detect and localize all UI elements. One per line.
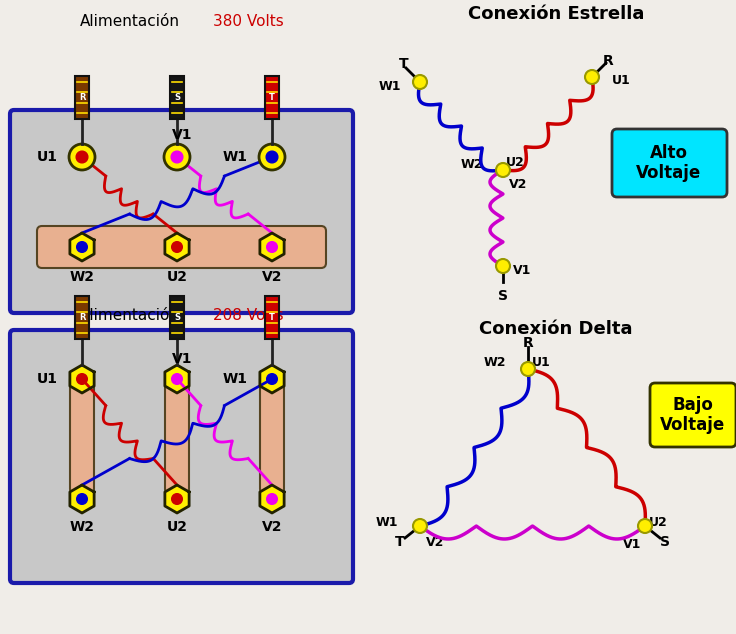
Polygon shape bbox=[70, 233, 94, 261]
Bar bbox=[170, 296, 184, 339]
Text: R: R bbox=[79, 313, 85, 322]
Circle shape bbox=[171, 151, 183, 163]
Text: U1: U1 bbox=[37, 372, 58, 386]
FancyBboxPatch shape bbox=[37, 226, 326, 268]
Text: R: R bbox=[523, 336, 534, 350]
Text: V1: V1 bbox=[513, 264, 531, 276]
Polygon shape bbox=[260, 233, 284, 261]
Text: Conexión Delta: Conexión Delta bbox=[479, 320, 633, 338]
Circle shape bbox=[77, 494, 88, 504]
Text: V2: V2 bbox=[262, 270, 282, 284]
FancyBboxPatch shape bbox=[650, 383, 736, 447]
Text: Bajo
Voltaje: Bajo Voltaje bbox=[660, 396, 726, 434]
Circle shape bbox=[266, 242, 277, 252]
Text: S: S bbox=[660, 535, 670, 549]
Polygon shape bbox=[165, 233, 189, 261]
Polygon shape bbox=[260, 365, 284, 393]
Circle shape bbox=[164, 144, 190, 170]
Text: S: S bbox=[174, 313, 180, 322]
Polygon shape bbox=[70, 365, 94, 393]
Text: W1: W1 bbox=[223, 372, 248, 386]
Text: Alto
Voltaje: Alto Voltaje bbox=[637, 143, 701, 183]
Circle shape bbox=[413, 75, 427, 89]
Text: V1: V1 bbox=[172, 128, 193, 142]
Circle shape bbox=[266, 151, 278, 163]
Text: T: T bbox=[269, 93, 275, 102]
Text: W2: W2 bbox=[69, 270, 94, 284]
Polygon shape bbox=[70, 485, 94, 513]
Text: W2: W2 bbox=[69, 520, 94, 534]
Text: S: S bbox=[174, 93, 180, 102]
Circle shape bbox=[259, 144, 285, 170]
Text: V2: V2 bbox=[426, 536, 445, 548]
Circle shape bbox=[521, 362, 535, 376]
FancyBboxPatch shape bbox=[10, 110, 353, 313]
Circle shape bbox=[69, 144, 95, 170]
Text: W1: W1 bbox=[375, 515, 398, 529]
Circle shape bbox=[266, 494, 277, 504]
FancyBboxPatch shape bbox=[165, 376, 189, 492]
Text: U1: U1 bbox=[37, 150, 58, 164]
Text: U2: U2 bbox=[166, 520, 188, 534]
FancyBboxPatch shape bbox=[70, 376, 94, 492]
Polygon shape bbox=[260, 485, 284, 513]
Bar bbox=[170, 76, 184, 119]
Bar bbox=[75, 296, 89, 339]
Circle shape bbox=[496, 259, 510, 273]
Circle shape bbox=[171, 373, 183, 384]
Text: W2: W2 bbox=[461, 157, 483, 171]
Circle shape bbox=[77, 242, 88, 252]
Text: R: R bbox=[603, 54, 613, 68]
FancyBboxPatch shape bbox=[612, 129, 727, 197]
Text: U1: U1 bbox=[532, 356, 551, 370]
Text: Alimentación: Alimentación bbox=[80, 13, 180, 29]
Text: W1: W1 bbox=[223, 150, 248, 164]
Circle shape bbox=[638, 519, 652, 533]
Text: S: S bbox=[498, 289, 508, 303]
Text: W2: W2 bbox=[484, 356, 506, 370]
Text: V2: V2 bbox=[262, 520, 282, 534]
Text: 380 Volts: 380 Volts bbox=[213, 13, 283, 29]
Polygon shape bbox=[165, 365, 189, 393]
Text: V2: V2 bbox=[509, 178, 528, 190]
FancyBboxPatch shape bbox=[260, 376, 284, 492]
Text: Alimentación: Alimentación bbox=[80, 309, 180, 323]
Text: U2: U2 bbox=[506, 155, 525, 169]
Circle shape bbox=[76, 151, 88, 163]
Circle shape bbox=[171, 494, 183, 504]
FancyBboxPatch shape bbox=[10, 330, 353, 583]
Circle shape bbox=[496, 163, 510, 177]
Text: V1: V1 bbox=[623, 538, 641, 550]
Text: T: T bbox=[269, 313, 275, 322]
Text: Conexión Estrella: Conexión Estrella bbox=[468, 5, 644, 23]
Text: W1: W1 bbox=[379, 79, 401, 93]
Circle shape bbox=[585, 70, 599, 84]
Circle shape bbox=[171, 242, 183, 252]
Polygon shape bbox=[165, 485, 189, 513]
Text: V1: V1 bbox=[172, 352, 193, 366]
Text: U1: U1 bbox=[612, 75, 631, 87]
Bar bbox=[265, 76, 279, 119]
Text: T: T bbox=[399, 57, 408, 71]
Text: T: T bbox=[395, 535, 405, 549]
Bar bbox=[265, 296, 279, 339]
Text: R: R bbox=[79, 93, 85, 102]
Circle shape bbox=[413, 519, 427, 533]
Text: 208 Volts: 208 Volts bbox=[213, 309, 283, 323]
Bar bbox=[75, 76, 89, 119]
Circle shape bbox=[266, 373, 277, 384]
Text: U2: U2 bbox=[649, 515, 668, 529]
Circle shape bbox=[77, 373, 88, 384]
Text: U2: U2 bbox=[166, 270, 188, 284]
